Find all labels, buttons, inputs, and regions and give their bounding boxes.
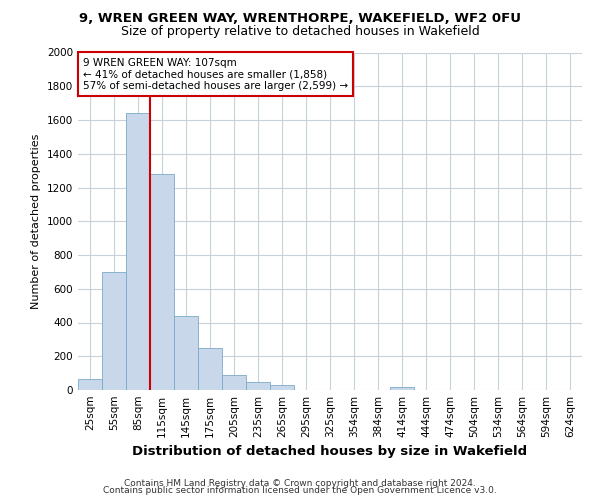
- Y-axis label: Number of detached properties: Number of detached properties: [31, 134, 41, 309]
- Text: 9 WREN GREEN WAY: 107sqm
← 41% of detached houses are smaller (1,858)
57% of sem: 9 WREN GREEN WAY: 107sqm ← 41% of detach…: [83, 58, 348, 91]
- Bar: [126, 114, 150, 390]
- Text: Contains HM Land Registry data © Crown copyright and database right 2024.: Contains HM Land Registry data © Crown c…: [124, 478, 476, 488]
- Bar: [102, 272, 126, 390]
- X-axis label: Distribution of detached houses by size in Wakefield: Distribution of detached houses by size …: [133, 446, 527, 458]
- Bar: [198, 348, 222, 390]
- Bar: [78, 379, 102, 390]
- Text: 9, WREN GREEN WAY, WRENTHORPE, WAKEFIELD, WF2 0FU: 9, WREN GREEN WAY, WRENTHORPE, WAKEFIELD…: [79, 12, 521, 26]
- Bar: [270, 385, 294, 390]
- Bar: [390, 386, 414, 390]
- Text: Size of property relative to detached houses in Wakefield: Size of property relative to detached ho…: [121, 25, 479, 38]
- Text: Contains public sector information licensed under the Open Government Licence v3: Contains public sector information licen…: [103, 486, 497, 495]
- Bar: [222, 375, 246, 390]
- Bar: [174, 316, 198, 390]
- Bar: [150, 174, 174, 390]
- Bar: [246, 382, 270, 390]
